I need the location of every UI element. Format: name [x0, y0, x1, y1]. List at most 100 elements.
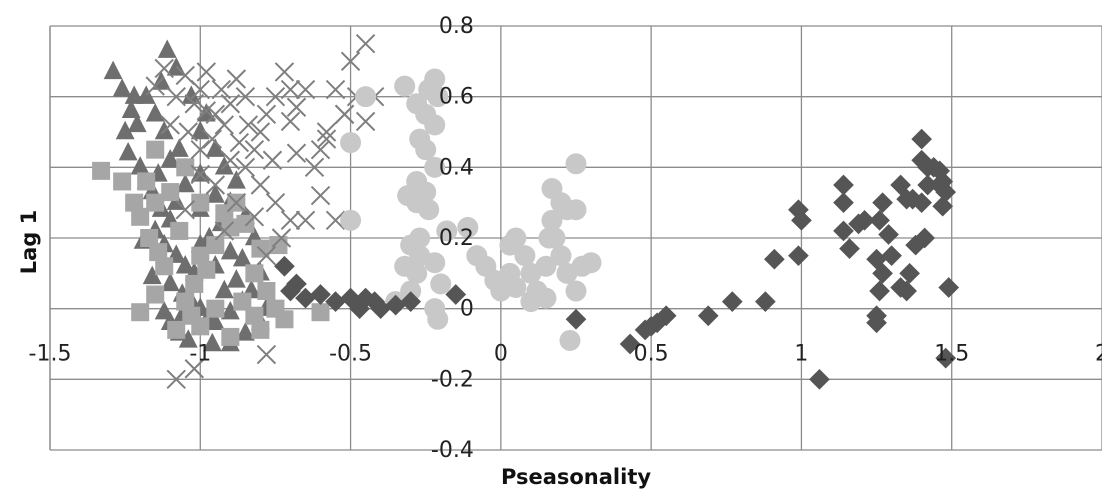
- square-marker: [191, 246, 210, 265]
- cross-marker: [280, 79, 301, 100]
- square-marker: [170, 221, 189, 240]
- circle-marker: [424, 114, 446, 136]
- x-tick-label: -0.5: [329, 342, 372, 367]
- y-tick-label: -0.2: [431, 367, 474, 392]
- diamond-marker: [917, 174, 939, 196]
- y-tick-label: 0: [460, 297, 474, 322]
- circle-marker: [424, 252, 446, 274]
- square-marker: [311, 303, 330, 322]
- cross-marker: [262, 150, 283, 170]
- circle-marker: [499, 234, 521, 256]
- triangle-marker: [142, 265, 162, 285]
- cross-marker: [304, 157, 325, 178]
- diamond-marker: [310, 284, 331, 305]
- x-tick-label: 1.5: [934, 342, 969, 367]
- triangle-marker: [181, 85, 201, 104]
- cross-marker: [271, 228, 292, 248]
- circle-marker: [400, 280, 422, 302]
- circle-marker: [415, 139, 437, 161]
- circle-marker: [565, 280, 587, 302]
- triangle-marker: [115, 120, 135, 140]
- square-marker: [275, 310, 294, 329]
- circle-marker: [394, 75, 416, 97]
- diamond-marker: [881, 245, 902, 267]
- square-marker: [236, 214, 255, 233]
- cross-marker: [244, 139, 265, 160]
- diamond-marker: [619, 333, 641, 355]
- triangle-marker: [118, 141, 138, 161]
- triangle-marker: [124, 85, 144, 104]
- y-tick-label: 0.6: [439, 85, 474, 110]
- diamond-marker: [911, 128, 933, 150]
- square-marker: [161, 183, 180, 202]
- circle-marker: [541, 209, 563, 231]
- cross-marker: [295, 79, 316, 100]
- cross-marker: [256, 104, 277, 125]
- data-points: [92, 33, 960, 390]
- triangle-marker: [145, 103, 165, 122]
- diamond-marker: [400, 291, 422, 312]
- triangle-marker: [190, 120, 210, 140]
- triangle-marker: [154, 300, 174, 320]
- cross-marker: [238, 115, 259, 135]
- square-marker: [206, 236, 225, 255]
- triangle-marker: [226, 170, 246, 189]
- y-tick-label: 0.8: [439, 14, 474, 39]
- cross-marker: [355, 33, 376, 54]
- triangle-marker: [112, 78, 132, 97]
- triangle-marker: [226, 269, 246, 288]
- cross-marker: [205, 175, 226, 195]
- circle-marker: [427, 308, 449, 330]
- diamond-marker: [929, 174, 951, 196]
- cross-marker: [250, 175, 271, 195]
- circle-marker: [565, 153, 587, 175]
- cross-marker: [220, 94, 241, 114]
- diamond-marker: [274, 255, 295, 277]
- diamond-marker: [932, 195, 954, 217]
- diamond-marker: [938, 277, 960, 298]
- cross-marker: [226, 69, 247, 89]
- diamond-marker: [697, 305, 719, 327]
- cross-marker: [214, 221, 235, 241]
- diamond-marker: [869, 209, 890, 231]
- cross-marker: [202, 129, 223, 149]
- square-marker: [185, 274, 204, 293]
- triangle-marker: [205, 184, 225, 203]
- square-marker: [140, 229, 159, 247]
- cross-marker: [175, 65, 195, 86]
- triangle-marker: [175, 173, 195, 193]
- diamond-marker: [809, 368, 830, 390]
- triangle-marker: [205, 311, 225, 330]
- cross-marker: [286, 97, 307, 117]
- diamond-marker: [866, 305, 887, 327]
- cross-marker: [256, 344, 277, 365]
- diamond-marker: [905, 234, 926, 256]
- square-marker: [149, 243, 168, 262]
- circle-marker: [505, 276, 527, 298]
- cross-marker: [280, 111, 301, 132]
- cross-marker: [295, 210, 316, 231]
- cross-marker: [256, 245, 277, 266]
- diamond-marker: [896, 280, 917, 302]
- diamond-marker: [788, 199, 809, 221]
- triangle-marker: [178, 329, 198, 348]
- circle-marker: [355, 86, 377, 108]
- cross-marker: [286, 143, 307, 163]
- cross-marker: [175, 200, 195, 220]
- diamond-marker: [935, 347, 957, 369]
- square-marker: [182, 306, 201, 325]
- triangle-marker: [121, 99, 141, 118]
- diamond-marker: [565, 308, 587, 330]
- cross-marker: [154, 58, 174, 79]
- x-tick-label: 1: [794, 342, 808, 367]
- x-tick-label: 0.5: [634, 342, 669, 367]
- cross-marker: [316, 129, 337, 149]
- cross-marker: [265, 86, 286, 107]
- circle-marker: [541, 178, 563, 200]
- square-marker: [176, 158, 195, 177]
- cross-marker: [235, 86, 256, 107]
- diamond-marker: [872, 192, 893, 214]
- diamond-marker: [791, 209, 812, 231]
- diamond-marker: [349, 298, 370, 320]
- cross-marker: [265, 192, 286, 213]
